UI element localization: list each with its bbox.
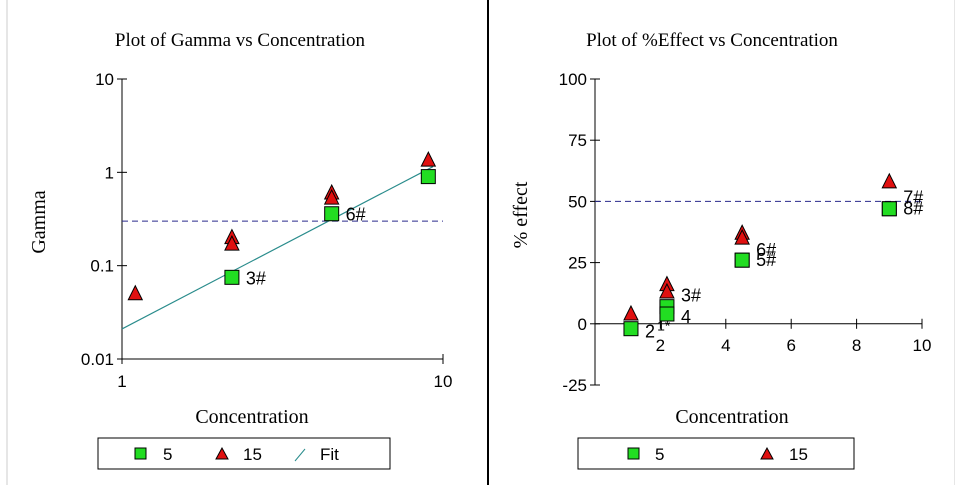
gamma-legend-label-5: 5 (163, 445, 172, 464)
effect-y-tick-label: 75 (568, 131, 587, 150)
effect-point-label: 3# (681, 286, 701, 306)
effect-y-axis-label: % effect (510, 181, 532, 248)
gamma-point-label: 3# (246, 268, 266, 288)
effect-point-5 (881, 201, 897, 217)
effect-x-tick-label: 2 (656, 336, 665, 355)
effect-point-5 (734, 252, 750, 268)
gamma-point-15 (323, 188, 340, 205)
effect-y-tick-label: 25 (568, 254, 587, 273)
effect-y-tick-label: 0 (578, 315, 587, 334)
effect-legend: 5 15 (577, 437, 855, 470)
gamma-y-tick-label: 0.01 (81, 350, 114, 369)
effect-annotation: 1* (657, 318, 671, 334)
gamma-legend-label-fit: Fit (320, 445, 339, 464)
gamma-point-15 (224, 235, 240, 251)
legend-fit-line (294, 448, 306, 462)
gamma-y-tick-label: 1 (105, 163, 114, 182)
effect-x-tick-label: 6 (786, 336, 795, 355)
effect-point-label: 5# (756, 250, 776, 270)
gamma-x-tick-label: 1 (117, 372, 126, 391)
legend-triangle-marker (215, 446, 229, 460)
effect-x-axis-label: Concentration (675, 406, 788, 428)
gamma-point-15 (127, 284, 144, 301)
legend-square-marker (627, 447, 640, 460)
legend-square-marker (134, 447, 147, 460)
gamma-x-tick-label: 10 (434, 372, 453, 391)
effect-point-label: 4 (681, 307, 691, 327)
effect-x-tick-label: 8 (852, 336, 861, 355)
effect-legend-box (577, 437, 855, 470)
effect-legend-label-5: 5 (655, 445, 664, 464)
effect-x-tick-label: 4 (721, 336, 730, 355)
gamma-y-tick-label: 10 (95, 70, 114, 89)
gamma-point-5 (420, 169, 436, 185)
effect-chart-title: Plot of %Effect vs Concentration (586, 30, 838, 51)
gamma-legend-box (97, 437, 391, 470)
gamma-chart-title: Plot of Gamma vs Concentration (115, 30, 366, 51)
gamma-x-axis-label: Concentration (195, 406, 308, 428)
effect-point-label: 6# (756, 240, 776, 260)
effect-point-label: 2 (645, 322, 655, 342)
gamma-point-5 (224, 269, 240, 285)
effect-point-5 (659, 306, 675, 322)
effect-point-15 (659, 282, 675, 299)
gamma-panel: Plot of Gamma vs Concentration Gamma Con… (28, 30, 453, 470)
gamma-point-15 (420, 151, 437, 167)
effect-y-tick-label: 50 (568, 192, 587, 211)
gamma-legend-label-15: 15 (243, 445, 262, 464)
legend-triangle-marker (760, 446, 774, 460)
effect-point-15 (881, 172, 898, 189)
effect-panel: Plot of %Effect vs Concentration % effec… (510, 30, 932, 470)
gamma-point-label: 6# (346, 205, 366, 225)
effect-point-5 (623, 321, 639, 337)
gamma-fit-line (121, 166, 434, 330)
effect-y-tick-label: 100 (559, 70, 587, 89)
gamma-y-tick-label: 0.1 (90, 257, 114, 276)
effect-point-label: 7# (903, 188, 923, 208)
effect-legend-label-15: 15 (789, 445, 808, 464)
effect-point-15 (623, 304, 639, 321)
gamma-point-5 (324, 206, 340, 222)
gamma-y-axis-label: Gamma (28, 190, 50, 253)
gamma-legend: 5 15 Fit (97, 437, 391, 470)
effect-point-label: 8# (903, 199, 923, 219)
effect-x-tick-label: 10 (913, 336, 932, 355)
effect-point-15 (734, 229, 750, 245)
effect-y-tick-label: -25 (562, 376, 587, 395)
